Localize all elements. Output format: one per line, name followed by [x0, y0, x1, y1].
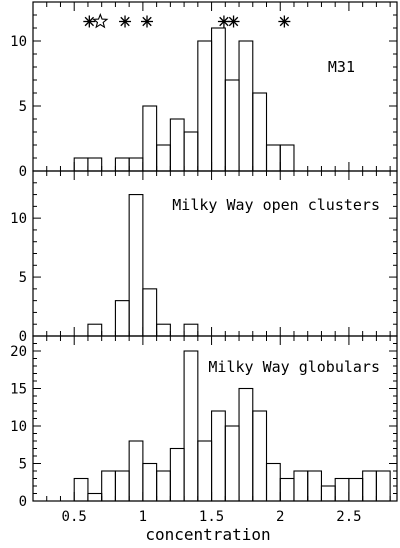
- y-tick-label: 10: [10, 211, 27, 227]
- y-tick-label: 5: [19, 99, 27, 115]
- panel-label: Milky Way open clusters: [172, 196, 380, 214]
- x-tick-label: 2.5: [336, 509, 361, 525]
- y-tick-label: 0: [19, 494, 27, 510]
- panel-1: 0 5 10 M31: [10, 1, 398, 180]
- y-tick-label: 0: [19, 329, 27, 345]
- histogram-bar: [183, 350, 199, 502]
- histogram-bar: [156, 323, 171, 337]
- histogram-bar: [224, 425, 240, 502]
- histogram-bar: [73, 477, 89, 502]
- histogram-bar: [375, 470, 391, 502]
- asterisk-stroke: [219, 16, 229, 27]
- histogram-bar: [265, 144, 281, 172]
- y-tick-label: 10: [10, 419, 27, 435]
- y-tick-label: 5: [19, 457, 27, 473]
- asterisk-marker: [83, 15, 96, 28]
- histogram-bar: [114, 470, 130, 502]
- asterisk-stroke: [279, 16, 290, 27]
- histogram-bar: [252, 410, 268, 502]
- y-tick-label: 15: [10, 382, 27, 398]
- histogram-bar: [238, 387, 254, 502]
- y-tick-label: 10: [10, 34, 27, 50]
- histogram-bar: [252, 92, 268, 172]
- histogram-bar: [211, 27, 226, 172]
- histogram-bar: [128, 194, 144, 337]
- histogram-bar: [114, 157, 130, 172]
- x-tick-label: 1.5: [199, 509, 224, 525]
- y-tick-label: 20: [10, 344, 27, 360]
- histogram-bar: [156, 470, 171, 502]
- panel-label: Milky Way globulars: [208, 358, 380, 376]
- asterisk-marker: [278, 15, 291, 28]
- histogram-bar: [293, 470, 309, 502]
- histogram-bar: [307, 470, 323, 502]
- histogram-bar: [224, 79, 240, 172]
- open-star-marker: [92, 12, 109, 29]
- histogram-bar: [169, 118, 185, 172]
- histogram-bar: [279, 144, 295, 172]
- histogram-bar: [183, 323, 199, 337]
- asterisk-marker: [217, 15, 230, 28]
- panel-label: M31: [328, 58, 355, 76]
- histogram-bar: [211, 410, 226, 502]
- panels: 0 5 10 M31 0 5 10 Milky Way open clusters 0 5 10 15…: [10, 1, 398, 525]
- asterisk-marker: [227, 15, 240, 28]
- x-tick-label: 0.5: [62, 509, 87, 525]
- x-tick-label: 2: [276, 509, 284, 525]
- histogram-bar: [169, 447, 185, 502]
- histogram-bar: [142, 105, 158, 172]
- histogram-bar: [334, 477, 350, 502]
- histogram-bar: [142, 288, 158, 337]
- histogram-bar: [197, 40, 213, 172]
- histogram-bar: [279, 477, 295, 502]
- panel-2: 0 5 10 Milky Way open clusters: [10, 170, 398, 345]
- histogram-bar: [320, 485, 336, 502]
- histogram-bar: [265, 462, 281, 502]
- histogram-bar: [87, 157, 103, 172]
- histogram-bar: [73, 157, 89, 172]
- asterisk-stroke: [120, 16, 130, 27]
- asterisk-stroke: [142, 16, 152, 27]
- histogram-bar: [238, 40, 254, 172]
- histogram-bar: [183, 131, 199, 172]
- asterisk-marker: [141, 15, 154, 28]
- histogram-bar: [87, 492, 103, 502]
- asterisk-stroke: [228, 16, 239, 27]
- histogram-bar: [101, 470, 116, 502]
- y-tick-label: 0: [19, 164, 27, 180]
- x-tick-label: 1: [139, 509, 147, 525]
- panel-3: 0 5 10 15 20 Milky Way globulars 0.5 1 1.5 2 2.5: [10, 335, 398, 525]
- histogram-bar: [156, 144, 171, 172]
- panel-frame: [32, 1, 398, 172]
- asterisk-stroke: [84, 16, 95, 27]
- histogram-bar: [114, 300, 130, 337]
- histogram-bar: [362, 470, 377, 502]
- histogram-bar: [128, 157, 144, 172]
- histogram-bar: [128, 440, 144, 502]
- histogram-bar: [197, 440, 213, 502]
- x-axis-label: concentration: [145, 525, 270, 544]
- y-tick-label: 5: [19, 270, 27, 286]
- histogram-bar: [87, 323, 103, 337]
- asterisk-marker: [119, 15, 132, 28]
- histogram-bar: [348, 477, 364, 502]
- histogram-bar: [142, 462, 158, 502]
